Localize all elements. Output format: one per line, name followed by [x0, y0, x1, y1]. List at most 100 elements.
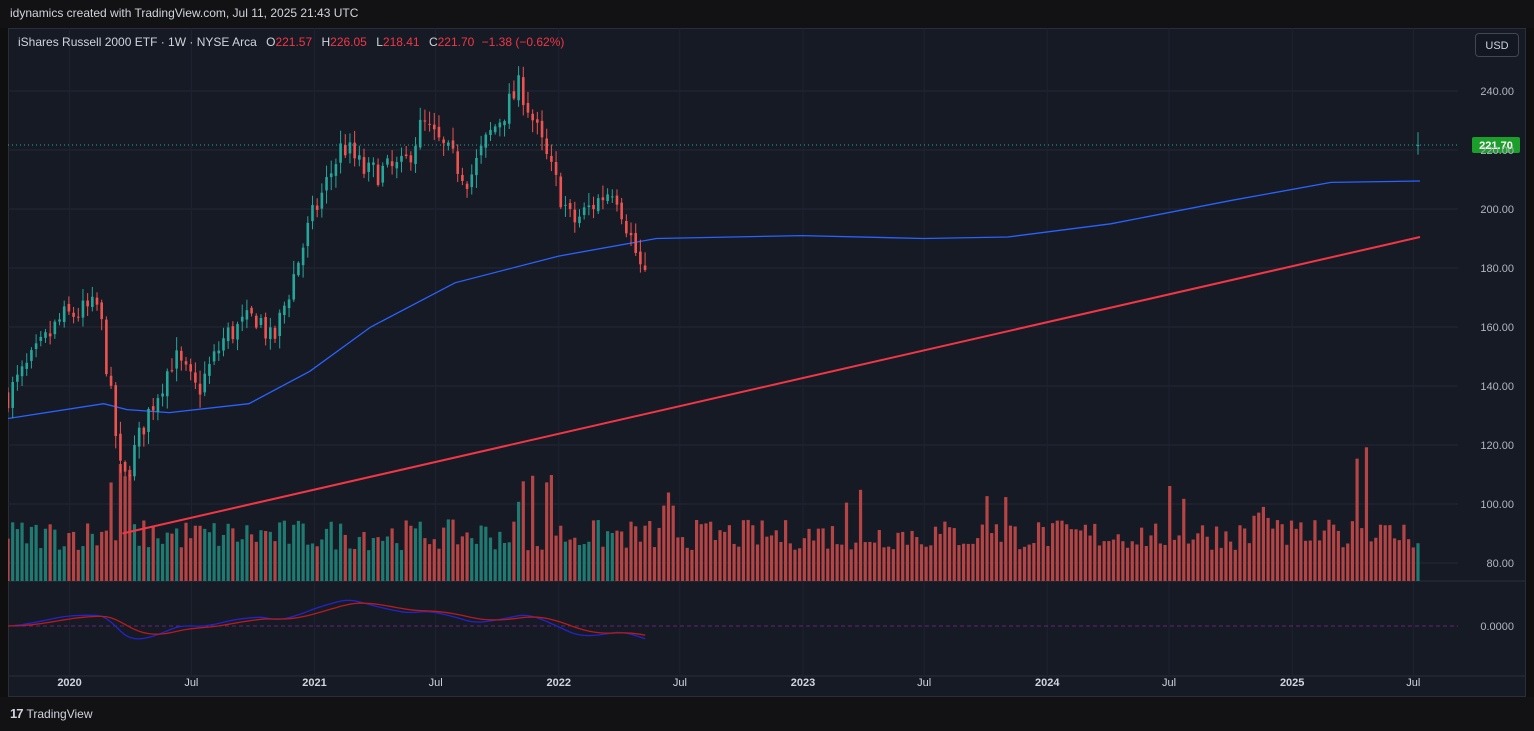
- volume-bar: [1097, 545, 1102, 581]
- volume-bar: [1079, 530, 1083, 581]
- volume-bar: [329, 521, 333, 581]
- volume-bar: [971, 543, 975, 581]
- candle-body: [348, 142, 352, 154]
- tradingview-logo-icon: 17: [10, 706, 24, 721]
- volume-bar: [840, 544, 844, 581]
- volume-bar: [657, 527, 661, 581]
- volume-bar: [746, 519, 750, 581]
- volume-bar: [919, 544, 924, 581]
- volume-bar: [282, 520, 286, 581]
- candle-body: [170, 370, 174, 372]
- volume-bar: [1200, 525, 1205, 581]
- volume-bar: [1013, 526, 1017, 581]
- volume-bar: [1191, 539, 1195, 581]
- candle-body: [596, 198, 600, 212]
- volume-bar: [1172, 539, 1177, 581]
- volume-bar: [268, 531, 272, 581]
- volume-bar: [404, 520, 408, 581]
- volume-bar: [465, 532, 469, 581]
- volume-bar: [446, 519, 450, 581]
- volume-bar: [512, 521, 516, 581]
- volume-bar: [1233, 549, 1237, 581]
- candle-body: [72, 312, 75, 317]
- candle-body: [30, 350, 33, 361]
- volume-bar: [966, 543, 970, 581]
- chart-caption: idynamics created with TradingView.com, …: [10, 6, 359, 20]
- volume-bar: [952, 528, 956, 581]
- volume-bar: [676, 537, 680, 581]
- open-value: 221.57: [275, 35, 313, 49]
- candle-body: [554, 162, 558, 175]
- candlesticks: [8, 66, 1420, 481]
- candle-body: [16, 374, 19, 382]
- volume-bar: [1219, 547, 1223, 581]
- candle-body: [358, 155, 361, 160]
- volume-bars: [8, 447, 1420, 581]
- volume-bar: [1093, 523, 1097, 581]
- volume-bar: [165, 532, 169, 581]
- volume-bar: [1051, 523, 1055, 581]
- candle-body: [386, 158, 389, 165]
- candle-body: [470, 174, 474, 188]
- volume-bar: [198, 525, 202, 581]
- candle-body: [442, 139, 445, 144]
- volume-bar: [1130, 541, 1134, 581]
- candle-body: [8, 392, 10, 409]
- price-chart[interactable]: 221.70 240.00 220.00 200.00 180.00 160.00 140…: [8, 28, 1526, 697]
- volume-bar: [704, 523, 708, 581]
- volume-bar: [854, 542, 858, 581]
- tradingview-brand[interactable]: 17 TradingView: [10, 706, 93, 721]
- volume-bar: [217, 545, 221, 581]
- volume-bar: [502, 542, 507, 581]
- volume-bar: [713, 539, 717, 581]
- volume-bar: [933, 526, 938, 581]
- macd-pane: [8, 599, 1458, 640]
- candle-body: [292, 274, 296, 300]
- volume-bar: [189, 538, 193, 581]
- time-tick-label: 2025: [1280, 677, 1304, 689]
- volume-bar: [531, 475, 535, 581]
- currency-button[interactable]: USD: [1475, 33, 1519, 57]
- candle-body: [81, 300, 85, 318]
- volume-bar: [1247, 543, 1251, 581]
- volume-bar: [451, 519, 455, 581]
- volume-bar: [1383, 525, 1387, 581]
- volume-bar: [25, 543, 29, 581]
- candle-body: [1416, 144, 1420, 146]
- volume-bar: [118, 464, 123, 581]
- volume-bar: [479, 525, 483, 581]
- volume-bar: [666, 492, 671, 581]
- brand-label: TradingView: [26, 706, 93, 721]
- volume-bar: [1374, 537, 1378, 581]
- volume-bar: [816, 528, 820, 581]
- candle-body: [325, 177, 328, 191]
- volume-bar: [20, 522, 24, 581]
- candle-body: [133, 445, 136, 477]
- volume-bar: [877, 530, 881, 581]
- volume-bar: [1369, 541, 1373, 581]
- volume-bar: [320, 539, 324, 581]
- volume-bar: [662, 505, 666, 581]
- volume-bar: [1182, 498, 1186, 581]
- volume-bar: [1327, 519, 1331, 581]
- candle-body: [311, 204, 314, 222]
- volume-bar: [226, 523, 230, 581]
- candle-body: [283, 305, 286, 316]
- candle-body: [334, 164, 338, 176]
- candle-body: [489, 129, 492, 135]
- volume-bar: [1163, 544, 1167, 581]
- volume-bar: [418, 521, 422, 581]
- volume-bar: [1060, 520, 1064, 581]
- volume-bar: [137, 545, 141, 581]
- macd-signal-line: [8, 602, 646, 636]
- volume-bar: [924, 546, 928, 581]
- candle-body: [226, 327, 230, 342]
- volume-bar: [109, 482, 113, 581]
- volume-bar: [76, 549, 80, 581]
- volume-bar: [343, 534, 347, 581]
- volume-bar: [802, 538, 806, 581]
- volume-bar: [737, 546, 741, 581]
- volume-bar: [353, 548, 357, 581]
- volume-bar: [1149, 535, 1153, 581]
- candle-body: [629, 232, 633, 236]
